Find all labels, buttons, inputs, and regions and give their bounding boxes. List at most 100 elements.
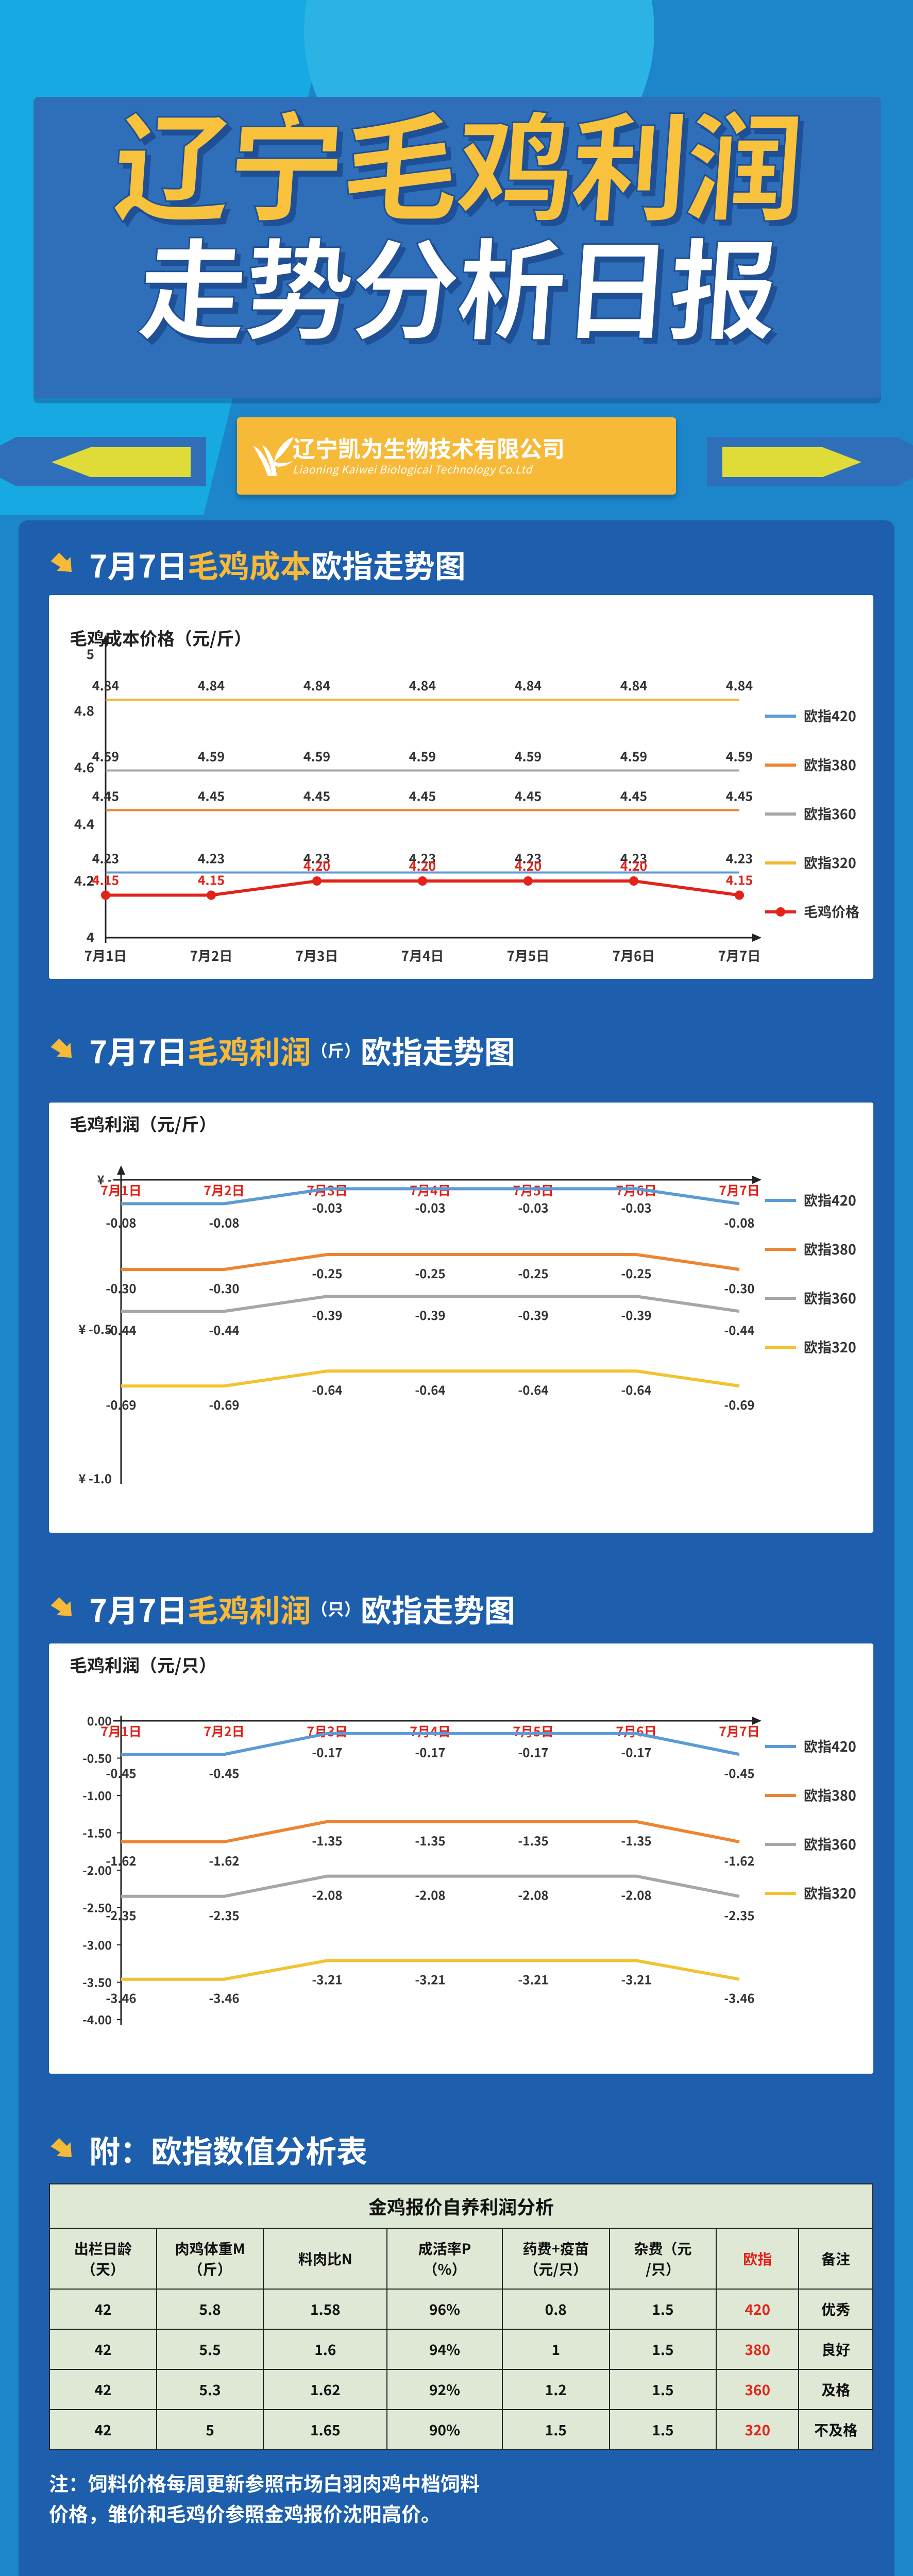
svg-text:-3.46: -3.46 <box>724 1989 754 2007</box>
svg-text:-0.39: -0.39 <box>312 1306 342 1324</box>
svg-text:4.23: 4.23 <box>92 849 119 868</box>
svg-text:7月5日: 7月5日 <box>513 1722 554 1740</box>
svg-text:4.84: 4.84 <box>726 676 753 694</box>
svg-text:4.84: 4.84 <box>515 676 542 694</box>
svg-text:4.2: 4.2 <box>74 871 94 890</box>
svg-text:4.23: 4.23 <box>726 849 753 868</box>
svg-text:-1.00: -1.00 <box>82 1786 112 1804</box>
svg-text:-2.08: -2.08 <box>518 1886 548 1904</box>
svg-text:4.45: 4.45 <box>92 787 119 805</box>
svg-text:欧指380: 欧指380 <box>804 1239 856 1259</box>
svg-text:7月7日: 7月7日 <box>719 1181 760 1199</box>
svg-text:4.45: 4.45 <box>198 787 225 805</box>
svg-text:7月6日: 7月6日 <box>613 946 655 965</box>
svg-text:4.59: 4.59 <box>515 747 542 766</box>
svg-text:7月2日: 7月2日 <box>190 946 233 965</box>
svg-text:4.84: 4.84 <box>198 676 225 694</box>
svg-text:-0.25: -0.25 <box>518 1264 548 1282</box>
svg-text:-0.08: -0.08 <box>106 1213 136 1231</box>
svg-text:-0.45: -0.45 <box>106 1764 136 1782</box>
svg-text:-0.45: -0.45 <box>209 1764 239 1782</box>
svg-text:-0.30: -0.30 <box>724 1279 754 1297</box>
svg-text:4.15: 4.15 <box>92 871 119 889</box>
svg-text:欧指320: 欧指320 <box>804 1336 856 1357</box>
svg-text:-1.62: -1.62 <box>724 1851 754 1869</box>
svg-text:4.20: 4.20 <box>303 856 330 875</box>
svg-text:-4.00: -4.00 <box>82 2010 112 2028</box>
svg-text:-3.21: -3.21 <box>621 1970 651 1988</box>
svg-text:4.20: 4.20 <box>409 856 436 875</box>
svg-text:7月2日: 7月2日 <box>204 1722 245 1740</box>
svg-text:-0.64: -0.64 <box>621 1380 651 1398</box>
svg-text:4.59: 4.59 <box>726 747 753 766</box>
svg-text:欧指360: 欧指360 <box>804 1834 856 1854</box>
svg-text:-0.39: -0.39 <box>518 1306 548 1324</box>
svg-text:-2.08: -2.08 <box>621 1886 651 1904</box>
svg-text:-3.21: -3.21 <box>312 1970 342 1988</box>
svg-text:-3.46: -3.46 <box>106 1989 136 2007</box>
svg-text:欧指380: 欧指380 <box>804 754 856 774</box>
svg-text:-0.03: -0.03 <box>415 1198 445 1216</box>
svg-text:-0.44: -0.44 <box>106 1320 136 1338</box>
svg-text:-0.45: -0.45 <box>724 1764 754 1782</box>
svg-text:4.4: 4.4 <box>74 814 94 833</box>
svg-text:毛鸡价格: 毛鸡价格 <box>804 901 859 921</box>
svg-text:欧指360: 欧指360 <box>804 803 856 823</box>
svg-text:-3.46: -3.46 <box>209 1989 239 2007</box>
svg-text:4.84: 4.84 <box>620 676 648 694</box>
svg-text:-0.25: -0.25 <box>312 1264 342 1282</box>
svg-text:-0.30: -0.30 <box>209 1279 239 1297</box>
svg-text:7月3日: 7月3日 <box>296 946 339 965</box>
svg-text:4.20: 4.20 <box>515 856 542 875</box>
svg-text:-0.44: -0.44 <box>724 1320 754 1338</box>
svg-text:-1.62: -1.62 <box>209 1851 239 1869</box>
svg-text:-0.69: -0.69 <box>724 1395 754 1413</box>
svg-text:4.59: 4.59 <box>92 747 119 766</box>
svg-text:-0.08: -0.08 <box>209 1213 239 1231</box>
svg-text:-2.08: -2.08 <box>312 1886 342 1904</box>
svg-text:-3.21: -3.21 <box>415 1970 445 1988</box>
svg-text:欧指380: 欧指380 <box>804 1785 856 1805</box>
svg-text:-1.50: -1.50 <box>82 1824 112 1841</box>
svg-text:-3.21: -3.21 <box>518 1970 548 1988</box>
svg-text:4.8: 4.8 <box>74 701 94 720</box>
svg-text:-2.35: -2.35 <box>209 1906 239 1924</box>
svg-text:4.84: 4.84 <box>92 676 120 694</box>
svg-text:-0.08: -0.08 <box>724 1213 754 1231</box>
svg-text:-0.64: -0.64 <box>518 1380 548 1398</box>
svg-text:4.45: 4.45 <box>515 787 542 805</box>
svg-text:-0.69: -0.69 <box>209 1395 239 1413</box>
svg-text:4.45: 4.45 <box>620 787 647 805</box>
svg-text:-3.50: -3.50 <box>82 1973 112 1991</box>
svg-text:4.45: 4.45 <box>303 787 330 805</box>
svg-text:4.20: 4.20 <box>620 856 647 875</box>
svg-text:-0.64: -0.64 <box>312 1380 342 1398</box>
svg-text:4: 4 <box>87 927 94 946</box>
svg-text:-2.35: -2.35 <box>106 1906 136 1924</box>
svg-text:-1.35: -1.35 <box>312 1831 342 1849</box>
svg-text:-0.69: -0.69 <box>106 1395 136 1413</box>
svg-text:4.15: 4.15 <box>198 871 225 889</box>
svg-text:毛鸡利润（元/斤）: 毛鸡利润（元/斤） <box>70 1111 216 1136</box>
svg-text:7月4日: 7月4日 <box>401 946 444 965</box>
svg-text:欧指360: 欧指360 <box>804 1287 856 1308</box>
svg-text:7月7日: 7月7日 <box>719 1722 760 1740</box>
svg-text:4.15: 4.15 <box>726 871 753 889</box>
svg-text:-0.17: -0.17 <box>518 1743 548 1761</box>
svg-text:-0.03: -0.03 <box>621 1198 651 1216</box>
svg-text:4.84: 4.84 <box>409 676 436 694</box>
svg-text:-0.44: -0.44 <box>209 1320 239 1338</box>
svg-text:7月1日: 7月1日 <box>100 1181 142 1199</box>
svg-text:7月7日: 7月7日 <box>718 946 761 965</box>
svg-text:欧指420: 欧指420 <box>804 1190 856 1210</box>
svg-text:-1.35: -1.35 <box>621 1831 651 1849</box>
svg-text:-0.39: -0.39 <box>621 1306 651 1324</box>
svg-text:7月1日: 7月1日 <box>84 946 127 965</box>
svg-text:-0.39: -0.39 <box>415 1306 445 1324</box>
svg-text:7月5日: 7月5日 <box>507 946 550 965</box>
svg-text:4.59: 4.59 <box>303 747 330 766</box>
svg-text:4.59: 4.59 <box>409 747 436 766</box>
svg-text:毛鸡利润（元/只）: 毛鸡利润（元/只） <box>70 1652 216 1677</box>
svg-text:-2.08: -2.08 <box>415 1886 445 1904</box>
svg-text:-0.64: -0.64 <box>415 1380 445 1398</box>
